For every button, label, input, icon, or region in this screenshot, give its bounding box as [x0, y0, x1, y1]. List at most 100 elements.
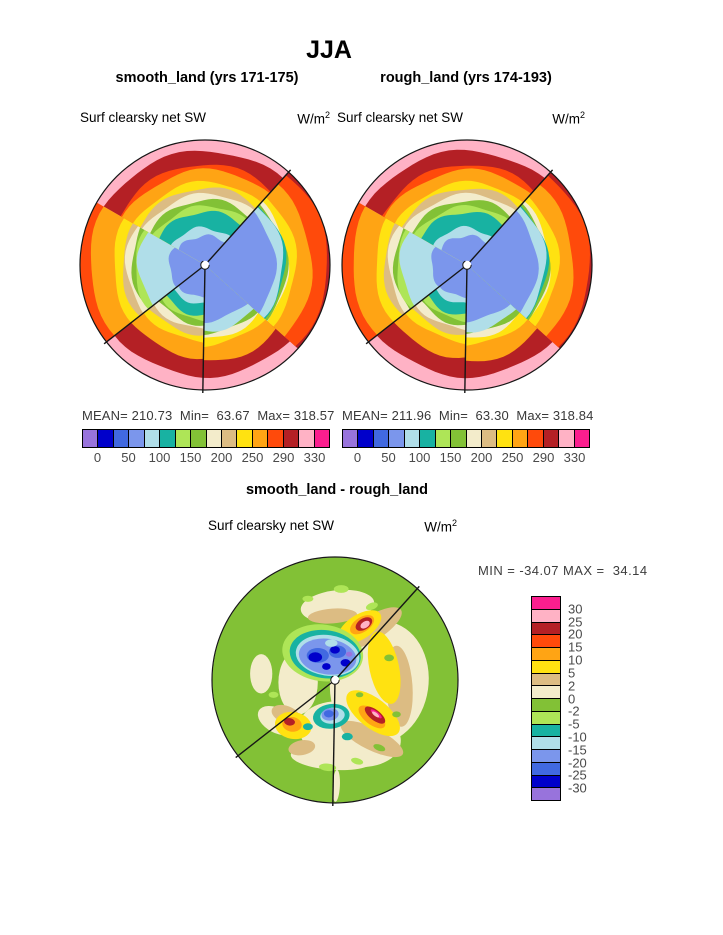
- units-exponent: 2: [451, 518, 457, 528]
- pole-hole: [330, 675, 340, 685]
- colorbar-cell: [206, 430, 222, 447]
- colorbar-cell: [237, 430, 253, 447]
- colorbar-cell: [532, 648, 560, 661]
- units-label-difference: W/m2: [380, 518, 457, 535]
- colorbar-cell: [574, 430, 589, 447]
- colorbar-cell: [528, 430, 544, 447]
- colorbar-cell: [252, 430, 269, 447]
- colorbar-cell: [404, 430, 421, 447]
- units-base: W/m: [297, 111, 325, 127]
- colorbar-tick-label: 30: [568, 601, 583, 617]
- diff-map-region-green: [392, 711, 401, 718]
- colorbar-cell: [543, 430, 560, 447]
- diff-map-region-teal: [341, 732, 353, 741]
- colorbar-cell: [129, 430, 145, 447]
- units-label-right: W/m2: [505, 110, 585, 127]
- colorbar-cell: [314, 430, 329, 447]
- colorbar-tick-label: 50: [381, 450, 396, 465]
- colorbar-cell: [532, 609, 560, 623]
- colorbar-cell: [532, 635, 560, 648]
- sector-divider-line: [204, 169, 292, 266]
- map-outline: [79, 139, 331, 391]
- colorbar-cell: [83, 430, 99, 447]
- diff-map-region-cream: [250, 654, 273, 694]
- diff-map-region-cream: [332, 769, 340, 802]
- colorbar-cell: [497, 430, 513, 447]
- map-outline: [211, 556, 459, 804]
- panel-title-rough-land: rough_land (yrs 174-193): [380, 70, 552, 86]
- map-band-cornflower: [178, 265, 205, 298]
- diff-map-region-tan: [288, 740, 316, 756]
- diff-map-region-darkblue: [322, 663, 331, 670]
- colorbar-cell: [481, 430, 498, 447]
- polar-map-rough-land: [341, 139, 593, 393]
- panel-title-smooth-land: smooth_land (yrs 171-175): [115, 70, 299, 86]
- colorbar-cell: [532, 711, 560, 725]
- colorbar-tick-label: 0: [93, 450, 102, 465]
- colorbar-cell: [268, 430, 284, 447]
- colorbar-cell: [175, 430, 192, 447]
- colorbar-tick-label: -15: [568, 742, 587, 758]
- map-band-cornflower: [168, 247, 205, 288]
- variable-label-difference: Surf clearsky net SW: [208, 518, 335, 533]
- colorbar-tick-label: 290: [272, 450, 295, 465]
- diff-map-region-lightgreen: [333, 585, 349, 593]
- colorbar-tick-label: -5: [568, 716, 580, 732]
- polar-map-smooth-land: [79, 139, 331, 393]
- colorbar-tick-label: 100: [408, 450, 431, 465]
- units-exponent: 2: [324, 110, 330, 120]
- colorbar-tick-label: -20: [568, 755, 587, 771]
- sector-divider-line: [202, 264, 206, 393]
- colorbar-cell: [144, 430, 161, 447]
- colorbar-tick-label: 250: [501, 450, 524, 465]
- colorbar-tick-label: 10: [568, 652, 583, 668]
- colorbar-cell: [532, 775, 560, 789]
- colorbar-cell: [191, 430, 207, 447]
- colorbar-tick-label: 150: [439, 450, 462, 465]
- page-title: JJA: [306, 36, 352, 64]
- diff-map-region-darkred: [284, 718, 295, 726]
- colorbar-cell: [358, 430, 374, 447]
- stats-line-smooth-land: MEAN= 210.73 Min= 63.67 Max= 318.57: [82, 408, 335, 423]
- colorbar-cell: [389, 430, 405, 447]
- colorbar-cells: [531, 596, 561, 801]
- colorbar-cell: [532, 673, 560, 687]
- colorbar-tick-label: -10: [568, 729, 587, 745]
- map-outline: [341, 139, 593, 391]
- colorbar-cells: [342, 429, 590, 448]
- colorbar-cell: [532, 597, 560, 610]
- variable-label-left: Surf clearsky net SW: [80, 110, 207, 125]
- variable-label-right: Surf clearsky net SW: [337, 110, 464, 125]
- map-band-cornflower: [431, 246, 467, 287]
- colorbar-tick-label: 250: [241, 450, 264, 465]
- colorbar-cell: [343, 430, 359, 447]
- colorbar-tick-label: -30: [568, 780, 587, 796]
- colorbar-tick-label: 200: [470, 450, 493, 465]
- colorbar-cell: [532, 750, 560, 763]
- colorbar-tick-label: 2: [568, 678, 576, 694]
- colorbar-tick-label: 20: [568, 626, 583, 642]
- colorbar-cell: [160, 430, 176, 447]
- panel-title-difference: smooth_land - rough_land: [245, 482, 429, 498]
- colorbar-cell: [532, 788, 560, 800]
- sector-divider-line: [103, 264, 206, 345]
- colorbar-cell: [532, 660, 560, 674]
- map-band-cornflower: [204, 265, 248, 324]
- diff-map-region-tan: [340, 720, 404, 758]
- units-label-left: W/m2: [250, 110, 330, 127]
- colorbar-tick-label: 25: [568, 614, 583, 630]
- polar-map-difference: [211, 556, 459, 807]
- colorbar-rough-land: 0 50 100 150 200 250 290 330: [342, 429, 590, 465]
- pole-hole: [200, 260, 210, 270]
- colorbar-cell: [451, 430, 467, 447]
- colorbar-tick-label: 330: [303, 450, 326, 465]
- colorbar-tick-label: 0: [353, 450, 362, 465]
- colorbar-cell: [532, 686, 560, 699]
- sector-divider-line: [365, 264, 468, 345]
- colorbar-tick-label: 0: [568, 691, 576, 706]
- colorbar-tick-label: 330: [563, 450, 586, 465]
- diff-map-region-lightgreen: [365, 602, 378, 611]
- map-band-cornflower: [205, 210, 277, 314]
- diff-map-region-darkblue: [308, 652, 323, 663]
- colorbar-cell: [532, 737, 560, 750]
